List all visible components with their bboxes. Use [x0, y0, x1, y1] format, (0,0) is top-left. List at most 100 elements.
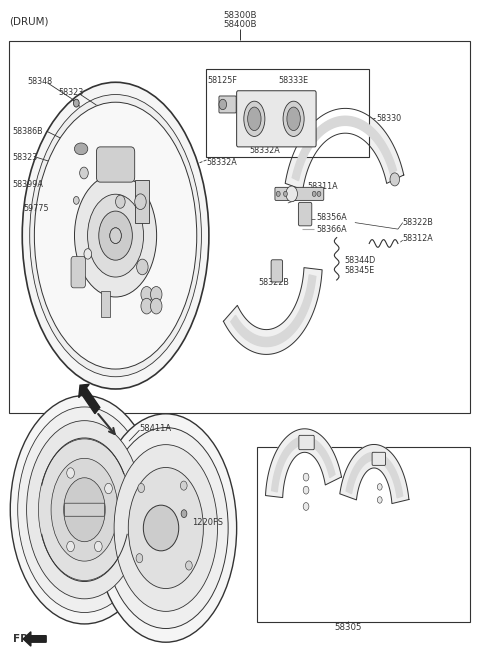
Circle shape [303, 502, 309, 510]
Circle shape [73, 196, 79, 204]
Ellipse shape [51, 458, 118, 561]
Text: 58332A: 58332A [250, 146, 280, 155]
Circle shape [284, 191, 288, 196]
Polygon shape [346, 453, 403, 498]
Text: FR.: FR. [12, 634, 32, 644]
Circle shape [80, 167, 88, 179]
Circle shape [73, 99, 79, 107]
Circle shape [390, 173, 399, 186]
Text: 58333E: 58333E [278, 76, 309, 85]
Ellipse shape [22, 82, 209, 389]
Text: 58311A: 58311A [307, 182, 337, 190]
Polygon shape [292, 116, 396, 181]
Ellipse shape [104, 428, 228, 628]
Ellipse shape [64, 478, 105, 542]
Text: 58312A: 58312A [403, 234, 433, 243]
Polygon shape [231, 275, 316, 347]
Ellipse shape [35, 102, 197, 369]
FancyBboxPatch shape [237, 91, 316, 147]
Circle shape [303, 486, 309, 494]
Text: 58356A: 58356A [317, 213, 348, 222]
Circle shape [138, 483, 144, 492]
Text: 58366A: 58366A [317, 224, 347, 233]
Circle shape [141, 286, 153, 302]
Text: 58330: 58330 [376, 114, 402, 123]
Text: 58386B: 58386B [12, 127, 43, 136]
Circle shape [116, 195, 125, 208]
Ellipse shape [287, 107, 300, 131]
Bar [206, 69, 369, 158]
Polygon shape [265, 429, 341, 498]
Text: 58345E: 58345E [344, 266, 374, 275]
Circle shape [136, 554, 143, 563]
Circle shape [377, 496, 382, 503]
Text: 58323: 58323 [12, 153, 38, 162]
FancyBboxPatch shape [299, 436, 314, 450]
FancyBboxPatch shape [275, 187, 324, 200]
Polygon shape [223, 267, 322, 354]
Ellipse shape [248, 107, 261, 131]
Circle shape [312, 191, 316, 196]
Circle shape [67, 542, 74, 552]
Circle shape [110, 228, 121, 243]
Circle shape [110, 228, 121, 243]
FancyBboxPatch shape [71, 256, 85, 288]
Ellipse shape [87, 194, 144, 277]
Text: 58323: 58323 [58, 88, 84, 97]
FancyBboxPatch shape [96, 147, 135, 182]
Ellipse shape [128, 468, 204, 589]
Circle shape [141, 298, 153, 314]
Ellipse shape [95, 414, 237, 642]
Text: 58411A: 58411A [140, 424, 172, 433]
Circle shape [105, 483, 112, 494]
Text: 58322B: 58322B [258, 278, 289, 287]
FancyBboxPatch shape [64, 503, 105, 516]
Ellipse shape [114, 445, 217, 611]
Ellipse shape [26, 421, 142, 599]
FancyArrow shape [23, 632, 46, 646]
Text: 58305: 58305 [334, 623, 361, 632]
Circle shape [84, 249, 92, 259]
Ellipse shape [30, 95, 202, 377]
Circle shape [135, 194, 146, 209]
Ellipse shape [99, 211, 132, 260]
Text: 58300B: 58300B [223, 10, 257, 20]
Ellipse shape [18, 407, 151, 613]
Ellipse shape [74, 143, 88, 155]
Circle shape [377, 483, 382, 490]
Bar [135, 180, 149, 222]
Text: 58322B: 58322B [403, 218, 433, 227]
FancyBboxPatch shape [372, 453, 385, 466]
Ellipse shape [10, 396, 158, 624]
FancyBboxPatch shape [219, 96, 236, 113]
Circle shape [151, 286, 162, 302]
Ellipse shape [244, 101, 265, 137]
FancyArrow shape [79, 385, 100, 413]
Bar [9, 41, 470, 413]
Bar [101, 291, 110, 317]
Circle shape [151, 298, 162, 314]
FancyBboxPatch shape [271, 260, 283, 282]
Ellipse shape [283, 101, 304, 137]
Circle shape [180, 481, 187, 490]
Text: 58344D: 58344D [344, 256, 375, 265]
Circle shape [137, 259, 148, 275]
Circle shape [67, 468, 74, 478]
Text: 58399A: 58399A [12, 181, 44, 189]
Ellipse shape [74, 174, 156, 297]
Text: 59775: 59775 [24, 204, 49, 213]
Text: 1220FS: 1220FS [192, 518, 223, 527]
Circle shape [286, 186, 298, 201]
Circle shape [219, 99, 227, 110]
Text: 58348: 58348 [27, 77, 52, 86]
Ellipse shape [38, 439, 131, 581]
Circle shape [181, 509, 187, 517]
Polygon shape [285, 109, 404, 190]
Text: (DRUM): (DRUM) [9, 16, 49, 27]
Circle shape [303, 473, 309, 481]
Polygon shape [272, 437, 335, 492]
Circle shape [317, 191, 321, 196]
Circle shape [276, 191, 280, 196]
Ellipse shape [144, 505, 179, 551]
Polygon shape [340, 445, 409, 504]
